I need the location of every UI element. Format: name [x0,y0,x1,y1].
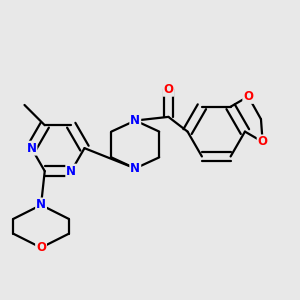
Text: O: O [243,90,253,103]
Text: O: O [36,241,46,254]
Text: N: N [130,114,140,127]
Text: N: N [66,165,76,178]
Text: O: O [258,135,268,148]
Text: O: O [164,83,173,96]
Text: N: N [26,142,37,155]
Text: N: N [36,199,46,212]
Text: N: N [130,162,140,175]
